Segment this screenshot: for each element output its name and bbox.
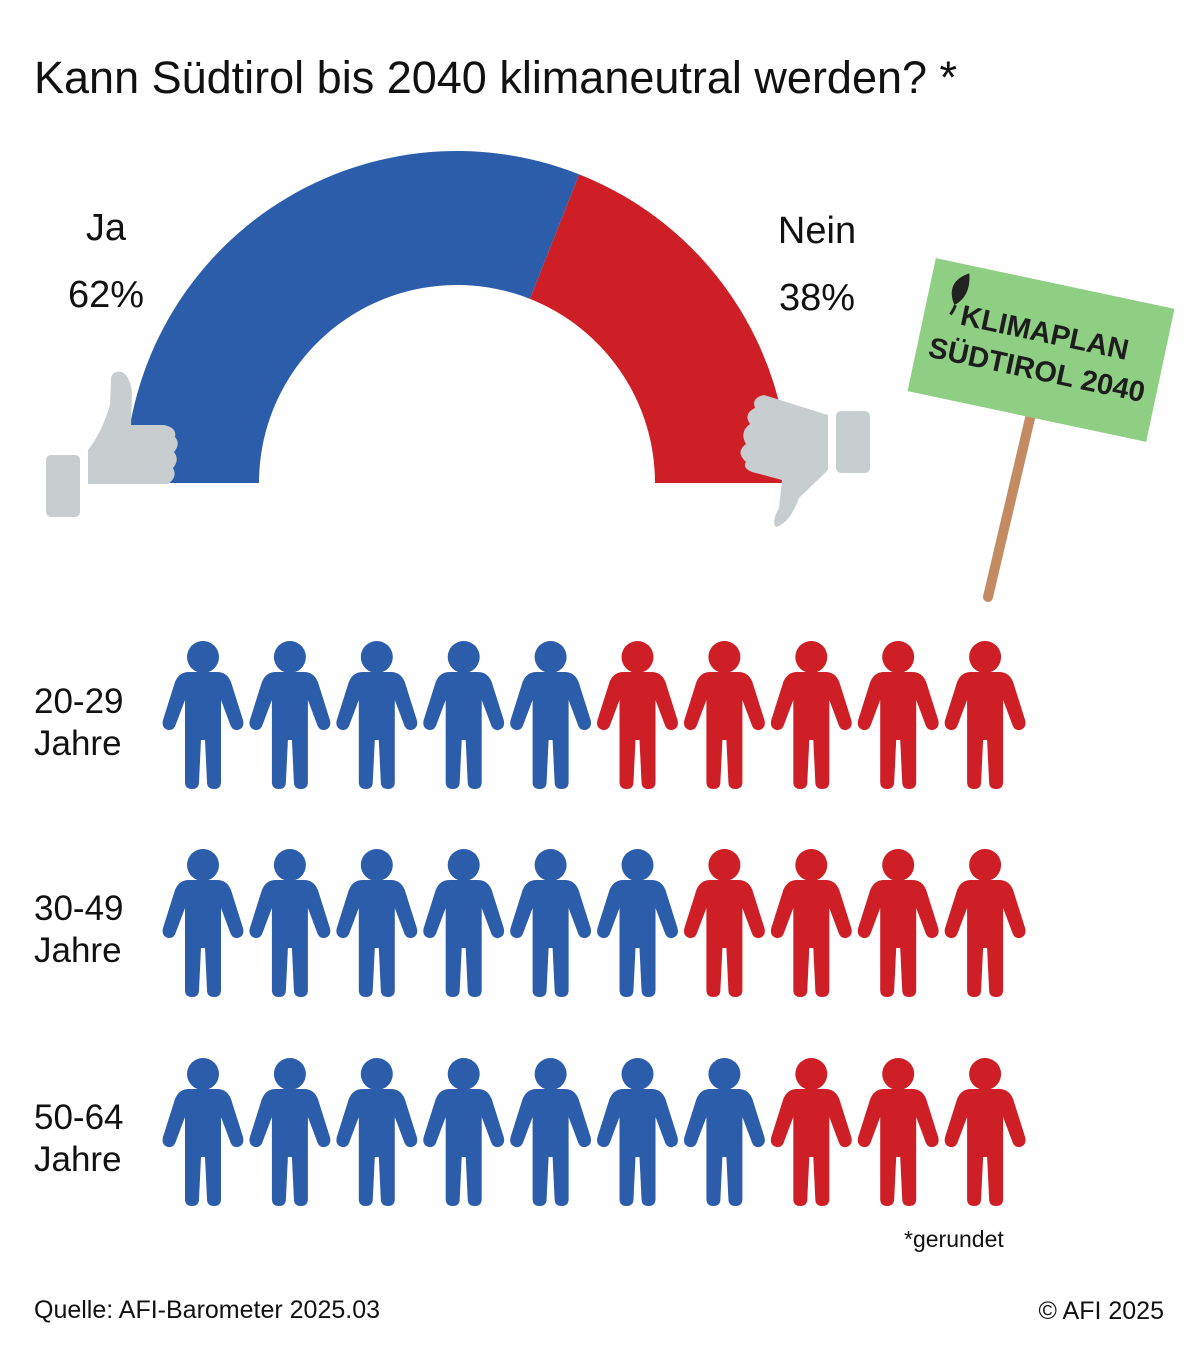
person-icon: [510, 641, 592, 789]
person-icon: [162, 1058, 244, 1206]
person-icon: [336, 641, 418, 789]
person-icon: [162, 849, 244, 997]
nein-value: 38%: [778, 277, 856, 319]
person-icon: [423, 641, 505, 789]
age-unit: Jahre: [34, 724, 122, 763]
thumbs-up-icon: [46, 371, 178, 517]
age-label-30-49: 30-49 Jahre: [34, 888, 124, 972]
person-icon: [249, 641, 331, 789]
person-icon: [770, 1058, 852, 1206]
gauge-segment-nein: [529, 174, 789, 483]
person-icon: [597, 1058, 678, 1206]
person-icon: [336, 1058, 418, 1206]
person-icon: [944, 641, 1026, 789]
person-icon: [510, 1058, 592, 1206]
person-icon: [944, 849, 1026, 997]
age-label-50-64: 50-64 Jahre: [34, 1097, 124, 1181]
half-donut-gauge: [125, 150, 789, 483]
person-icon: [423, 1058, 505, 1206]
footnote: *gerundet: [904, 1226, 1004, 1252]
age-label-20-29: 20-29 Jahre: [34, 681, 124, 765]
age-range: 20-29: [34, 682, 124, 721]
sign-pole: [983, 409, 1036, 602]
age-range: 30-49: [34, 889, 124, 928]
thumbs-down-icon: [740, 395, 870, 527]
ja-value: 62%: [67, 274, 145, 316]
gauge-segment-ja: [125, 150, 580, 483]
person-icon: [597, 849, 678, 997]
climate-plan-sign: KLIMAPLAN SÜDTIROL 2040: [907, 258, 1175, 602]
source-note: Quelle: AFI-Barometer 2025.03: [34, 1296, 381, 1324]
person-icon: [857, 1058, 939, 1206]
person-icon: [683, 849, 765, 997]
person-icon: [857, 641, 939, 789]
person-icon: [162, 641, 244, 789]
person-icon: [683, 1058, 765, 1206]
sign-board: [907, 258, 1175, 442]
ja-label: Ja: [85, 207, 127, 249]
nein-label: Nein: [777, 210, 857, 252]
person-icon: [597, 641, 678, 789]
person-icon: [510, 849, 592, 997]
person-icon: [944, 1058, 1026, 1206]
person-icon: [249, 849, 331, 997]
age-range: 50-64: [34, 1098, 124, 1137]
person-icon: [423, 849, 505, 997]
person-icon: [683, 641, 765, 789]
person-icon: [770, 641, 852, 789]
person-icon: [770, 849, 852, 997]
pictogram-rows: [162, 641, 1026, 1206]
person-icon: [249, 1058, 331, 1206]
chart-title: Kann Südtirol bis 2040 klimaneutral werd…: [34, 52, 958, 103]
person-icon: [336, 849, 418, 997]
age-unit: Jahre: [34, 1140, 122, 1179]
copyright: © AFI 2025: [1038, 1297, 1164, 1325]
age-unit: Jahre: [34, 931, 122, 970]
leaf-icon: [949, 273, 970, 316]
person-icon: [857, 849, 939, 997]
